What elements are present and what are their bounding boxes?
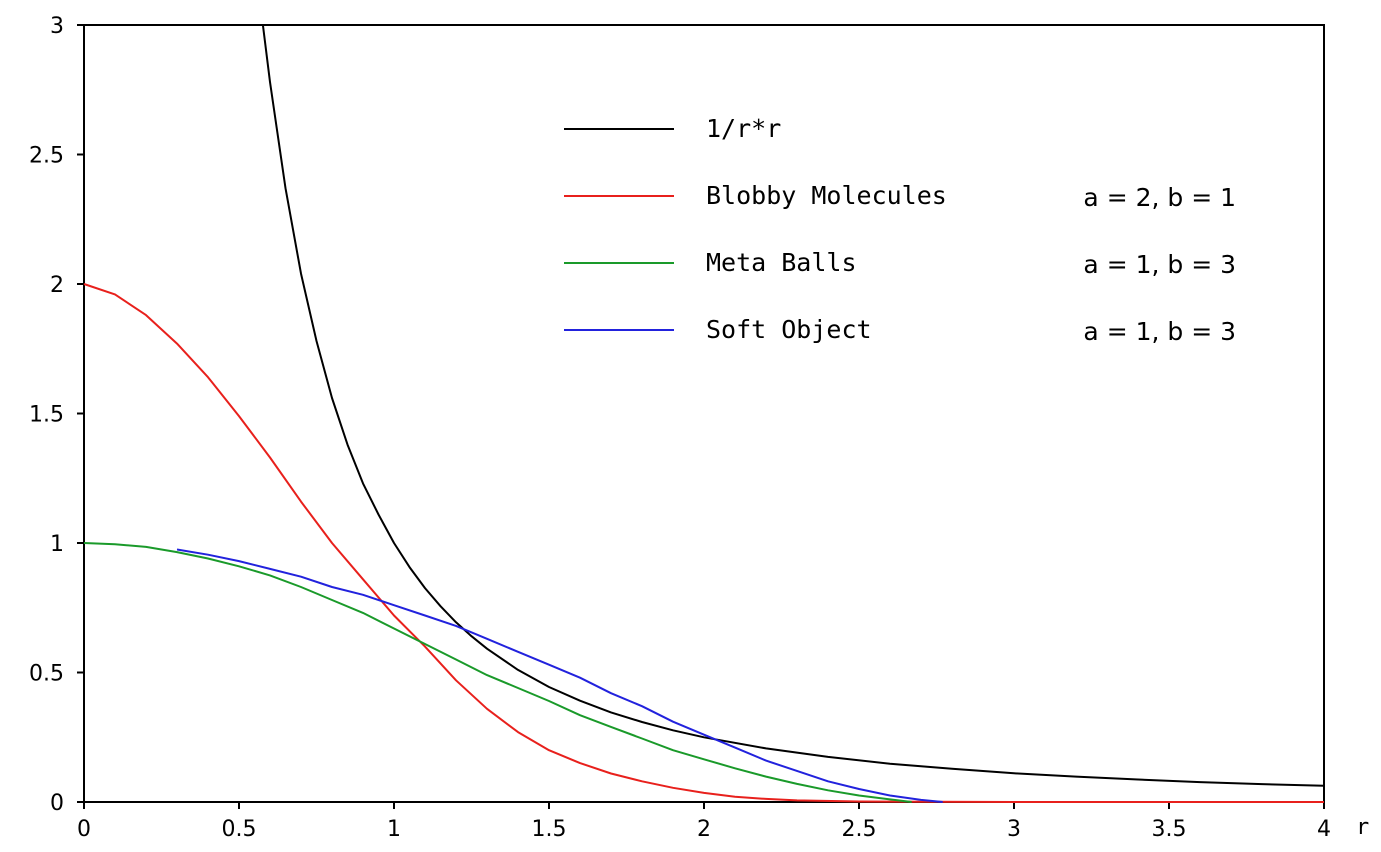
plot-frame [83,24,1325,803]
y-tick-label: 3 [50,14,64,39]
legend-label-1-r-r: 1/r*r [706,114,781,143]
x-tick-label: 1.5 [532,817,567,842]
series-line-1-r-r [261,24,1325,787]
legend-label-blobby-molecules: Blobby Molecules [706,181,947,210]
x-tick-label: 2 [697,817,711,842]
y-tick-label: 1 [50,532,64,557]
x-tick-label: 2.5 [842,817,877,842]
x-tick-label: 0 [77,817,91,842]
legend-label-soft-object: Soft Object [706,315,872,344]
y-tick-label: 0.5 [29,662,64,687]
x-tick-label: 0.5 [222,817,257,842]
x-axis-ticks: 0 0.5 1 1.5 2 2.5 3 3.5 4 [77,802,1331,842]
y-tick-label: 2 [50,273,64,298]
x-tick-label: 3 [1007,817,1021,842]
x-tick-label: 1 [387,817,401,842]
x-tick-label: 4 [1317,817,1331,842]
series-line-meta-balls [83,542,912,803]
legend-params-soft-object: a = 1, b = 3 [1083,317,1236,346]
legend-params-meta-balls: a = 1, b = 3 [1083,250,1236,279]
x-axis-label: r [1356,815,1369,840]
series-layer [83,24,1325,803]
y-tick-label: 0 [50,791,64,816]
series-line-soft-object [176,548,943,803]
legend-params-blobby-molecules: a = 2, b = 1 [1083,183,1236,212]
y-tick-label: 1.5 [29,403,64,428]
y-tick-label: 2.5 [29,144,64,169]
legend-label-meta-balls: Meta Balls [706,248,857,277]
legend: 1/r*r Blobby Molecules a = 2, b = 1 Meta Ba… [564,114,1236,346]
x-tick-label: 3.5 [1152,817,1187,842]
y-axis-ticks: 0 0.5 1 1.5 2 2.5 3 [29,14,84,816]
series-line-blobby-molecules [83,283,1324,803]
